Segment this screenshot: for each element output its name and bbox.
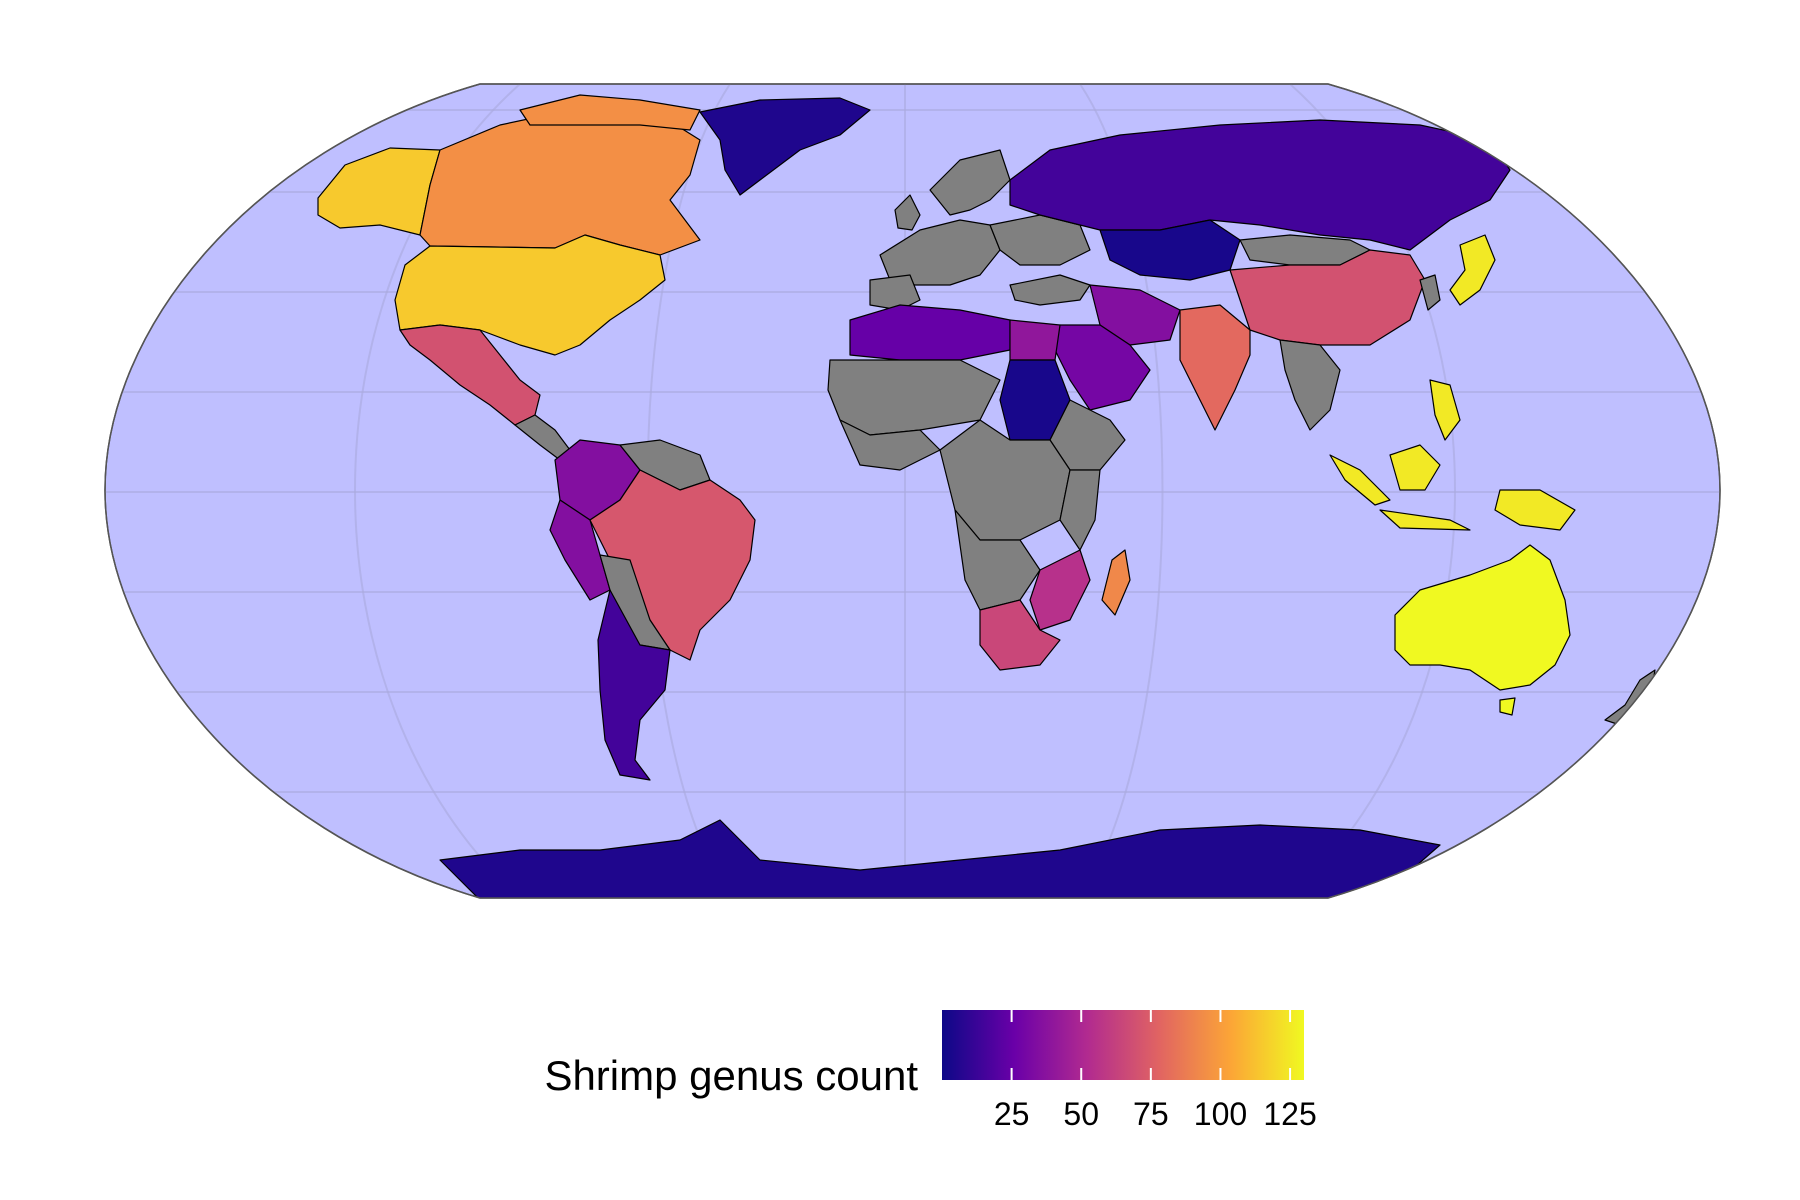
region-japan[interactable] [1449, 234, 1496, 306]
region-indonesia-sumatra[interactable] [1329, 454, 1391, 506]
legend-tick-label: 75 [1133, 1096, 1169, 1132]
legend-tick-label: 25 [994, 1096, 1030, 1132]
legend-tick-label: 125 [1263, 1096, 1316, 1132]
countries [317, 94, 1656, 898]
region-scandinavia[interactable] [929, 149, 1011, 216]
region-uk[interactable] [894, 194, 921, 231]
region-indonesia-borneo[interactable] [1389, 444, 1441, 491]
region-south-africa[interactable] [979, 599, 1061, 671]
region-australia[interactable] [1394, 544, 1571, 691]
legend-title: Shrimp genus count [544, 1052, 918, 1099]
region-peru[interactable] [549, 499, 611, 601]
legend-ticks: 25 50 75 100 125 [994, 1010, 1317, 1132]
region-indonesia-java[interactable] [1379, 509, 1471, 531]
region-southern-africa[interactable] [954, 509, 1041, 611]
region-southeast-asia[interactable] [1279, 339, 1341, 431]
legend-tick-label: 50 [1063, 1096, 1099, 1132]
region-canada-arctic[interactable] [519, 94, 701, 131]
region-china[interactable] [1229, 249, 1426, 346]
region-iberia[interactable] [869, 274, 921, 311]
region-turkey[interactable] [1009, 274, 1091, 306]
region-tasmania[interactable] [1499, 697, 1516, 716]
region-russia[interactable] [1009, 119, 1511, 251]
region-korea[interactable] [1419, 274, 1441, 311]
region-india[interactable] [1179, 304, 1251, 431]
region-east-africa[interactable] [1059, 469, 1101, 551]
legend-colorbar [942, 1010, 1304, 1080]
region-mozambique[interactable] [1029, 549, 1091, 631]
legend-tick-label: 100 [1194, 1096, 1247, 1132]
region-philippines[interactable] [1429, 379, 1461, 441]
region-argentina-chile[interactable] [597, 589, 671, 781]
region-madagascar[interactable] [1101, 549, 1131, 616]
region-saudi-arabia[interactable] [1054, 324, 1151, 411]
legend: Shrimp genus count 25 50 75 100 125 [544, 1010, 1317, 1132]
region-greenland[interactable] [699, 97, 871, 196]
globe-outline [104, 83, 1721, 899]
region-egypt[interactable] [1009, 319, 1061, 361]
region-papua-new-guinea[interactable] [1494, 489, 1576, 531]
region-united-states[interactable] [394, 234, 666, 356]
region-sahel[interactable] [827, 359, 1001, 436]
